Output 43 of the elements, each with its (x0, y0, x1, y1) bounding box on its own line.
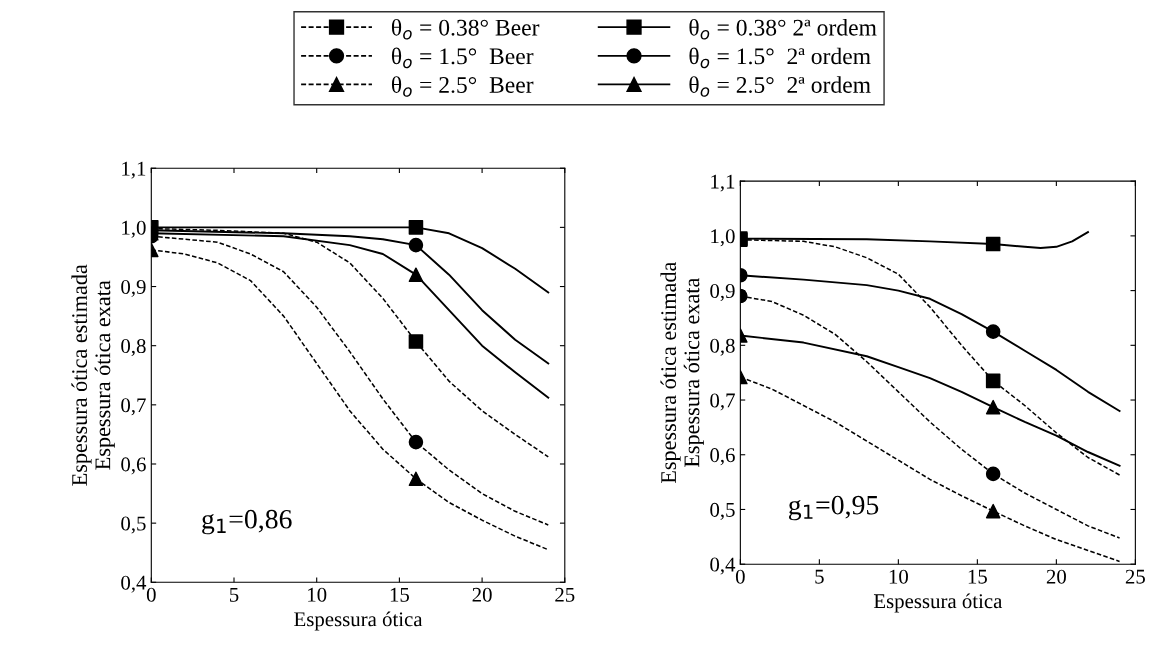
x-tick-label: 15 (390, 587, 409, 602)
point (408, 237, 424, 253)
y-tick-label: 1,1 (122, 161, 146, 179)
x-tick-label: 15 (968, 569, 987, 584)
legend-label: θ$_{o}$ = 2.5° Beer (391, 76, 534, 97)
y-tick-label: 1,0 (711, 229, 735, 247)
y-tick-label: 0,6 (121, 457, 146, 475)
y-tick-label: 1,0 (122, 220, 146, 238)
annotation: g$_{1}$=0,86 (202, 509, 292, 535)
y-tick-label: 0,7 (121, 398, 146, 416)
legend-label: θ$_{o}$ = 1.5° Beer (391, 47, 534, 69)
y-axis-title: Espessura ótica estimada Espessura ótica exata (71, 264, 115, 486)
x-tick-label: 5 (815, 569, 824, 584)
legend-label: θ$_{o}$ = 0.38° 2ª ordem (689, 18, 877, 40)
y-tick-label: 0,4 (121, 575, 147, 593)
x-axis-title: Espessura ótica (294, 611, 423, 631)
annotation: g$_{1}$=0,95 (788, 495, 879, 521)
x-tick-label: 10 (889, 569, 908, 584)
x-axis-title: Espessura ótica (873, 593, 1003, 613)
x-tick-label: 20 (1046, 569, 1066, 584)
y-tick-label: 0,9 (710, 283, 735, 302)
legend-label: θ$_{o}$ = 1.5° 2ª ordem (689, 47, 871, 69)
y-tick-label: 0,5 (710, 502, 735, 520)
legend-label: θ$_{o}$ = 0.38° Beer (391, 18, 540, 40)
legend-label: θ$_{o}$ = 2.5° 2ª ordem (689, 76, 871, 97)
y-tick-label: 0,9 (121, 279, 146, 297)
x-tick-label: 0 (146, 587, 156, 602)
x-tick-label: 25 (555, 587, 575, 602)
point (985, 373, 1001, 389)
y-tick-label: 0,5 (121, 516, 146, 534)
y-axis-title: Espessura ótica estimada Espessura ótica exata (660, 261, 704, 484)
y-tick-label: 0,8 (121, 339, 146, 357)
y-tick-label: 0,7 (710, 393, 735, 411)
y-tick-label: 1,1 (711, 174, 735, 192)
x-tick-label: 5 (230, 587, 239, 602)
x-tick-label: 10 (308, 587, 327, 602)
x-tick-label: 25 (1125, 569, 1145, 584)
y-tick-label: 0,6 (710, 448, 735, 466)
y-tick-label: 0,4 (710, 557, 736, 575)
point (408, 334, 424, 349)
x-tick-label: 0 (735, 569, 745, 584)
y-tick-label: 0,8 (710, 338, 735, 356)
x-tick-label: 20 (472, 587, 492, 602)
